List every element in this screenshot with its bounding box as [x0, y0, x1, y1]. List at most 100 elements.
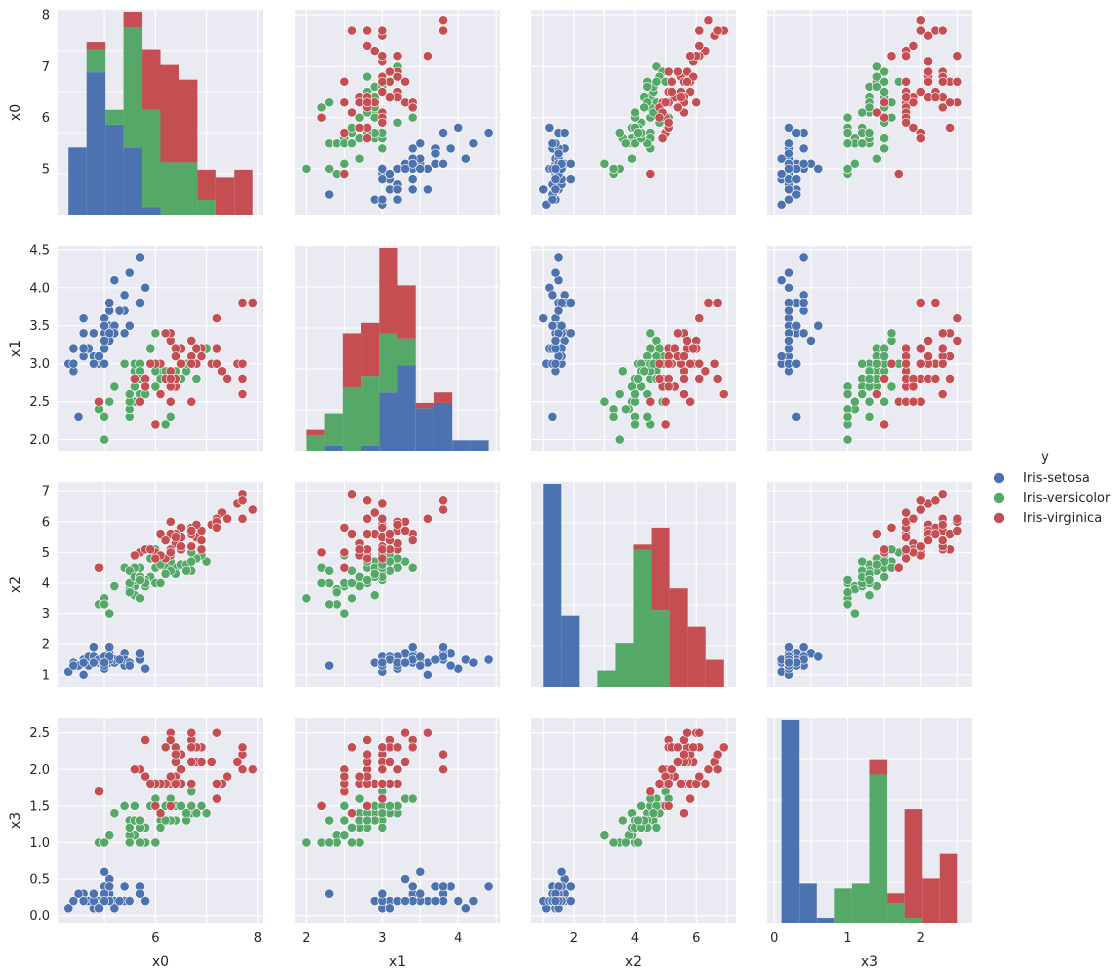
y-tick-label-x2: 7 [42, 485, 50, 500]
scatter-point-iris-versicolor [857, 107, 868, 118]
scatter-point-iris-setosa [324, 189, 335, 200]
scatter-point-iris-virginica [660, 419, 671, 430]
scatter-point-iris-versicolor [135, 815, 145, 826]
scatter-point-iris-virginica [377, 544, 388, 555]
scatter-point-iris-versicolor [864, 396, 875, 407]
y-tick-label-x1: 4.5 [29, 243, 50, 258]
scatter-point-iris-virginica [915, 358, 926, 369]
scatter-point-iris-virginica [392, 519, 403, 530]
x-tick-label-x0: 8 [254, 931, 262, 946]
scatter-point-iris-virginica [438, 749, 448, 760]
scatter-point-iris-virginica [937, 76, 948, 87]
scatter-point-iris-setosa [400, 874, 410, 884]
scatter-point-iris-virginica [923, 30, 933, 41]
scatter-point-iris-setosa [460, 153, 471, 164]
y-tick-label-x2: 4 [42, 576, 50, 591]
scatter-point-iris-versicolor [362, 71, 373, 82]
scatter-point-iris-virginica [237, 513, 248, 524]
scatter-point-iris-virginica [140, 771, 151, 782]
scatter-point-iris-virginica [901, 544, 912, 555]
scatter-point-iris-versicolor [864, 575, 875, 585]
panel-x3-vs-x2 [531, 718, 736, 923]
scatter-point-iris-versicolor [316, 578, 327, 588]
x-tick-label-x0: 6 [151, 931, 159, 946]
scatter-point-iris-versicolor [109, 808, 120, 819]
scatter-point-iris-virginica [901, 358, 912, 369]
y-axis-label-x2: x2 [8, 576, 24, 593]
scatter-point-iris-virginica [145, 778, 156, 789]
scatter-point-iris-virginica [362, 25, 373, 36]
scatter-point-iris-virginica [654, 112, 665, 123]
scatter-point-iris-virginica [232, 757, 243, 767]
scatter-point-iris-virginica [160, 328, 171, 339]
scatter-point-iris-setosa [798, 252, 809, 263]
scatter-point-iris-setosa [784, 642, 794, 653]
scatter-point-iris-virginica [901, 92, 912, 103]
scatter-point-iris-virginica [945, 373, 955, 384]
scatter-point-iris-virginica [679, 749, 689, 760]
scatter-point-iris-versicolor [104, 830, 115, 841]
scatter-point-iris-versicolor [160, 419, 171, 430]
scatter-point-iris-virginica [694, 771, 705, 782]
scatter-point-iris-virginica [952, 526, 963, 536]
scatter-point-iris-virginica [176, 764, 186, 775]
scatter-point-iris-setosa [550, 184, 561, 195]
scatter-point-iris-setosa [468, 657, 479, 668]
scatter-point-iris-setosa [88, 657, 99, 668]
scatter-point-iris-virginica [347, 808, 357, 819]
scatter-point-iris-setosa [784, 148, 794, 159]
legend-label-setosa: Iris-setosa [1023, 471, 1090, 486]
scatter-point-iris-versicolor [160, 568, 171, 579]
scatter-point-iris-virginica [908, 396, 919, 407]
scatter-point-iris-virginica [145, 358, 156, 369]
panel-x2-vs-x2 [531, 482, 736, 687]
hist-bar-x0-iris-versicolor [142, 109, 161, 208]
hist-bar-x2-iris-versicolor [633, 549, 652, 687]
y-tick-label-x0: 5 [42, 162, 50, 177]
scatter-point-iris-versicolor [849, 608, 860, 619]
scatter-point-iris-versicolor [324, 837, 335, 848]
scatter-point-iris-setosa [104, 298, 115, 308]
hist-bar-x0-iris-setosa [142, 207, 161, 215]
scatter-point-iris-versicolor [392, 117, 403, 128]
scatter-point-iris-versicolor [407, 793, 418, 804]
scatter-point-iris-versicolor [842, 138, 853, 149]
scatter-point-iris-setosa [377, 888, 388, 899]
scatter-point-iris-versicolor [630, 419, 640, 430]
scatter-point-iris-setosa [806, 336, 816, 346]
scatter-point-iris-setosa [415, 163, 426, 174]
scatter-point-iris-virginica [160, 742, 171, 753]
scatter-point-iris-setosa [407, 174, 418, 185]
scatter-point-iris-virginica [901, 553, 912, 564]
scatter-point-iris-versicolor [99, 434, 110, 445]
scatter-point-iris-virginica [679, 351, 689, 361]
scatter-point-iris-setosa [94, 351, 104, 361]
scatter-point-iris-virginica [886, 51, 897, 62]
scatter-point-iris-virginica [685, 51, 696, 62]
legend-label-virginica: Iris-virginica [1023, 511, 1102, 526]
scatter-point-iris-virginica [879, 544, 890, 555]
scatter-point-iris-virginica [247, 504, 258, 515]
scatter-point-iris-versicolor [186, 800, 197, 811]
scatter-point-iris-virginica [362, 735, 373, 745]
scatter-point-iris-setosa [124, 267, 135, 278]
y-tick-label-x3: 2.0 [29, 763, 50, 778]
scatter-point-iris-virginica [392, 764, 403, 775]
hist-bar-x3-iris-versicolor [904, 918, 923, 923]
scatter-point-iris-virginica [407, 535, 418, 546]
scatter-point-iris-virginica [645, 396, 656, 407]
scatter-point-iris-versicolor [608, 411, 619, 422]
scatter-point-iris-virginica [377, 553, 388, 564]
scatter-point-iris-versicolor [630, 389, 640, 399]
hist-bar-x2-iris-virginica [651, 527, 670, 611]
scatter-point-iris-versicolor [196, 800, 207, 811]
hist-bar-x2-iris-virginica [633, 544, 652, 550]
y-axis-label-x1: x1 [8, 340, 24, 357]
scatter-point-iris-virginica [937, 343, 948, 354]
scatter-point-iris-virginica [685, 396, 696, 407]
scatter-point-iris-virginica [377, 87, 388, 97]
scatter-point-iris-versicolor [316, 102, 327, 113]
scatter-point-iris-virginica [237, 764, 248, 775]
hist-bar-x1-iris-setosa [452, 440, 471, 451]
scatter-point-iris-virginica [160, 535, 171, 546]
